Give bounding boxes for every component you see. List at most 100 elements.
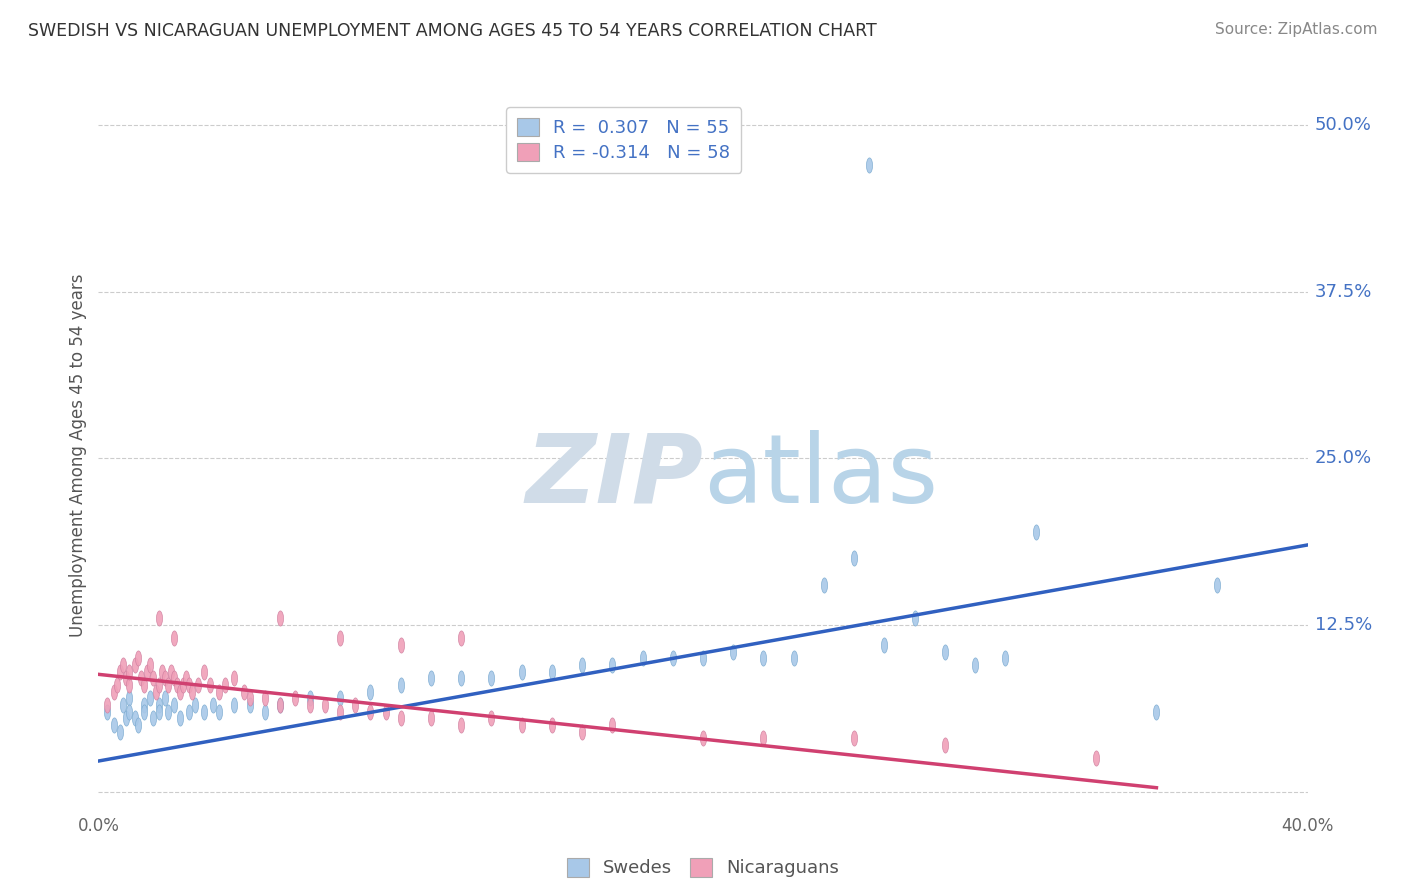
Point <box>329 691 352 706</box>
Point <box>329 632 352 646</box>
Point <box>160 665 183 679</box>
Point <box>118 691 141 706</box>
Point <box>269 611 291 625</box>
Point <box>105 678 128 692</box>
Point <box>142 711 165 725</box>
Point <box>114 671 136 685</box>
Point <box>153 691 176 706</box>
Point <box>118 705 141 719</box>
Point <box>127 718 149 732</box>
Point <box>602 718 624 732</box>
Point <box>139 658 162 673</box>
Point <box>150 665 173 679</box>
Point <box>904 611 927 625</box>
Point <box>193 705 215 719</box>
Point <box>111 698 134 712</box>
Point <box>571 724 593 739</box>
Point <box>994 651 1017 665</box>
Point <box>148 698 170 712</box>
Point <box>782 651 804 665</box>
Point <box>108 724 131 739</box>
Text: ZIP: ZIP <box>524 430 703 523</box>
Point <box>571 658 593 673</box>
Point <box>752 651 775 665</box>
Point <box>389 711 412 725</box>
Point <box>510 665 533 679</box>
Point <box>374 705 396 719</box>
Point <box>145 684 167 698</box>
Point <box>1024 524 1046 539</box>
Point <box>208 705 231 719</box>
Point <box>1085 751 1108 765</box>
Point <box>360 684 382 698</box>
Point <box>163 698 186 712</box>
Point <box>127 651 149 665</box>
Point <box>118 665 141 679</box>
Point <box>103 684 125 698</box>
Point <box>184 698 207 712</box>
Point <box>692 731 714 746</box>
Point <box>1144 705 1167 719</box>
Point <box>239 698 262 712</box>
Point <box>934 738 956 752</box>
Point <box>269 698 291 712</box>
Point <box>142 671 165 685</box>
Point <box>153 671 176 685</box>
Text: atlas: atlas <box>703 430 938 523</box>
Point <box>163 632 186 646</box>
Point <box>124 711 146 725</box>
Point <box>174 671 197 685</box>
Point <box>181 684 204 698</box>
Text: 50.0%: 50.0% <box>1315 116 1371 134</box>
Point <box>187 678 209 692</box>
Point <box>858 158 880 172</box>
Point <box>934 645 956 659</box>
Point <box>148 678 170 692</box>
Point <box>450 632 472 646</box>
Point <box>844 731 866 746</box>
Point <box>111 658 134 673</box>
Point <box>208 684 231 698</box>
Point <box>481 671 503 685</box>
Text: Source: ZipAtlas.com: Source: ZipAtlas.com <box>1215 22 1378 37</box>
Point <box>214 678 236 692</box>
Point <box>124 658 146 673</box>
Point <box>118 678 141 692</box>
Point <box>752 731 775 746</box>
Point <box>721 645 744 659</box>
Point <box>193 665 215 679</box>
Point <box>163 671 186 685</box>
Point <box>169 711 191 725</box>
Point <box>132 678 155 692</box>
Text: 12.5%: 12.5% <box>1315 616 1372 634</box>
Point <box>166 678 188 692</box>
Point <box>172 678 194 692</box>
Point <box>177 678 201 692</box>
Point <box>813 578 835 592</box>
Point <box>419 671 441 685</box>
Point <box>419 711 441 725</box>
Point <box>299 698 322 712</box>
Point <box>139 691 162 706</box>
Point <box>481 711 503 725</box>
Point <box>169 684 191 698</box>
Point <box>965 658 987 673</box>
Text: SWEDISH VS NICARAGUAN UNEMPLOYMENT AMONG AGES 45 TO 54 YEARS CORRELATION CHART: SWEDISH VS NICARAGUAN UNEMPLOYMENT AMONG… <box>28 22 877 40</box>
Point <box>177 705 201 719</box>
Point <box>631 651 654 665</box>
Point <box>96 698 118 712</box>
Point <box>129 671 152 685</box>
Point <box>389 678 412 692</box>
Point <box>299 691 322 706</box>
Point <box>253 691 276 706</box>
Point <box>156 678 179 692</box>
Point <box>239 691 262 706</box>
Text: 37.5%: 37.5% <box>1315 283 1372 301</box>
Point <box>602 658 624 673</box>
Point <box>224 698 246 712</box>
Point <box>114 711 136 725</box>
Point <box>314 698 336 712</box>
Point <box>108 665 131 679</box>
Point <box>156 705 179 719</box>
Point <box>284 691 307 706</box>
